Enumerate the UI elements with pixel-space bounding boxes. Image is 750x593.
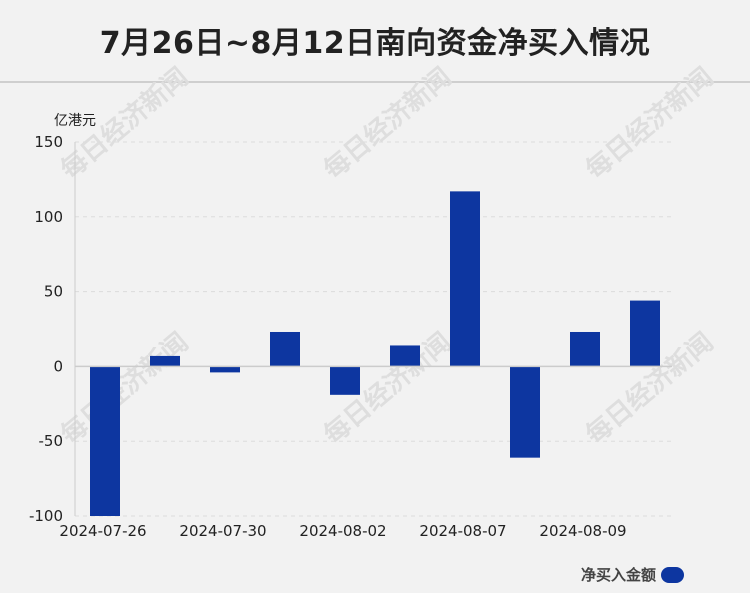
bar <box>330 366 360 395</box>
bar <box>90 366 120 516</box>
x-tick-label: 2024-08-02 <box>299 522 386 540</box>
watermark-text: 每日经济新闻 <box>55 326 194 450</box>
y-tick-label: 150 <box>34 133 63 151</box>
legend-swatch <box>661 567 684 583</box>
y-unit-label: 亿港元 <box>54 113 96 129</box>
y-tick-label: -100 <box>29 507 63 525</box>
bars <box>90 191 660 516</box>
bar <box>510 366 540 458</box>
watermark-text: 每日经济新闻 <box>318 61 457 185</box>
y-tick-label: 100 <box>34 208 63 226</box>
bar <box>270 331 300 367</box>
y-tick-label: 0 <box>53 357 63 375</box>
bar <box>570 331 600 367</box>
chart-title: 7月26日~8月12日南向资金净买入情况 <box>99 26 651 61</box>
y-tick-label: 50 <box>44 283 63 301</box>
y-tick-label: -50 <box>39 432 64 450</box>
legend: 净买入金额 <box>581 566 684 584</box>
watermark-text: 每日经济新闻 <box>580 61 719 185</box>
x-tick-label: 2024-08-07 <box>419 522 506 540</box>
bar <box>630 300 660 367</box>
bar <box>150 355 180 367</box>
bar <box>390 345 420 367</box>
x-tick-label: 2024-07-30 <box>179 522 266 540</box>
title-divider <box>0 81 750 83</box>
bar <box>450 191 480 367</box>
x-tick-label: 2024-08-09 <box>539 522 626 540</box>
x-tick-label: 2024-07-26 <box>59 522 146 540</box>
legend-label: 净买入金额 <box>581 566 656 584</box>
gridlines <box>75 141 672 517</box>
bar <box>210 366 240 373</box>
